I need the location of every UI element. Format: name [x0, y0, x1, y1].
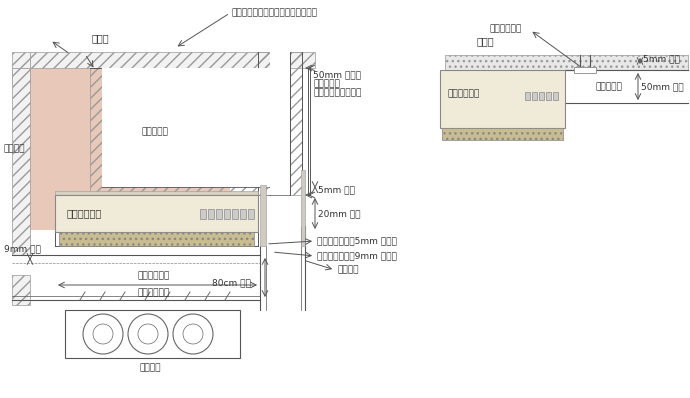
- Text: 特定不燃材料: 特定不燃材料: [490, 25, 522, 33]
- Text: 天　井: 天 井: [91, 33, 109, 43]
- Bar: [574, 67, 596, 73]
- Text: 50mm 以上: 50mm 以上: [641, 82, 684, 91]
- Text: 可燃材料: 可燃材料: [337, 265, 359, 275]
- Text: レンジフード: レンジフード: [448, 90, 480, 98]
- Bar: [216, 209, 222, 219]
- Text: （ロックウール等）: （ロックウール等）: [313, 88, 362, 97]
- Bar: [12, 52, 30, 68]
- Text: 可燃物が接触するおそれのある部分: 可燃物が接触するおそれのある部分: [232, 8, 318, 18]
- Text: 5mm 以上: 5mm 以上: [643, 55, 680, 64]
- Bar: [12, 68, 30, 255]
- Bar: [546, 92, 551, 100]
- Text: 特定不燃材料（9mm 以上）: 特定不燃材料（9mm 以上）: [317, 252, 397, 261]
- Bar: [65, 310, 240, 358]
- Bar: [248, 209, 254, 219]
- Bar: [525, 92, 530, 100]
- Bar: [55, 191, 258, 195]
- Bar: [102, 68, 278, 187]
- Bar: [270, 52, 290, 195]
- Bar: [12, 275, 30, 305]
- Text: 20mm 以上: 20mm 以上: [318, 209, 360, 218]
- Text: しゃ熱材料: しゃ熱材料: [313, 79, 340, 88]
- Bar: [445, 55, 688, 70]
- Bar: [59, 232, 254, 246]
- Bar: [440, 70, 565, 128]
- Text: 火を使用する: 火を使用する: [137, 271, 170, 280]
- Bar: [553, 92, 558, 100]
- Text: 5mm 以上: 5mm 以上: [318, 185, 355, 195]
- Text: 燃焼設備: 燃焼設備: [139, 363, 161, 373]
- Bar: [258, 52, 302, 195]
- Text: 天　井: 天 井: [476, 36, 494, 46]
- Text: 9mm 以上: 9mm 以上: [4, 244, 41, 254]
- Bar: [539, 92, 544, 100]
- Text: 排気ダクト: 排気ダクト: [141, 127, 168, 136]
- Text: レンジフード: レンジフード: [67, 209, 102, 219]
- Text: 80cm 以上: 80cm 以上: [212, 278, 251, 287]
- Bar: [532, 92, 537, 100]
- Bar: [240, 209, 246, 219]
- Text: 50mm 以上の: 50mm 以上の: [313, 70, 361, 79]
- Text: 排気ダクト: 排気ダクト: [595, 82, 622, 91]
- Bar: [90, 68, 290, 195]
- Bar: [30, 68, 230, 230]
- Bar: [208, 209, 214, 219]
- Text: 設備の幅以上: 設備の幅以上: [137, 288, 170, 297]
- Bar: [30, 52, 315, 68]
- Bar: [260, 185, 266, 246]
- Bar: [12, 68, 30, 84]
- Bar: [301, 170, 305, 246]
- Bar: [442, 128, 563, 140]
- Bar: [224, 209, 230, 219]
- Text: 特定不燃材料（5mm 以上）: 特定不燃材料（5mm 以上）: [317, 236, 397, 246]
- Bar: [200, 209, 206, 219]
- Text: 可燃材料: 可燃材料: [4, 144, 26, 154]
- Bar: [55, 195, 258, 232]
- Bar: [232, 209, 238, 219]
